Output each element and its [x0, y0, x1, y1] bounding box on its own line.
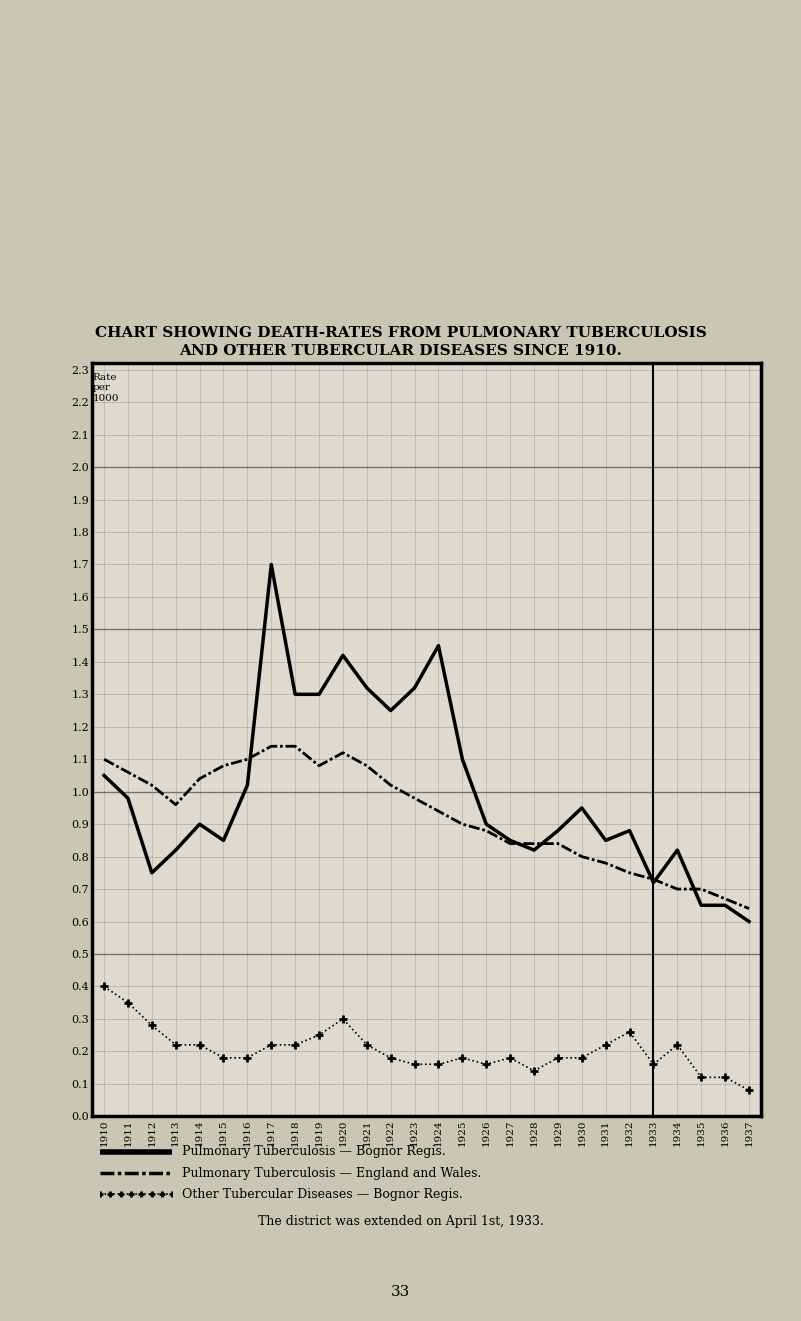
Text: The district was extended on April 1st, 1933.: The district was extended on April 1st, …: [258, 1215, 543, 1229]
Text: Rate
per
1000: Rate per 1000: [93, 373, 119, 403]
Text: 33: 33: [391, 1285, 410, 1299]
Text: Other Tubercular Diseases — Bognor Regis.: Other Tubercular Diseases — Bognor Regis…: [182, 1188, 462, 1201]
Text: CHART SHOWING DEATH-RATES FROM PULMONARY TUBERCULOSIS: CHART SHOWING DEATH-RATES FROM PULMONARY…: [95, 326, 706, 339]
Text: Pulmonary Tuberculosis — England and Wales.: Pulmonary Tuberculosis — England and Wal…: [182, 1166, 481, 1180]
Text: Pulmonary Tuberculosis — Bognor Regis.: Pulmonary Tuberculosis — Bognor Regis.: [182, 1145, 445, 1159]
Text: AND OTHER TUBERCULAR DISEASES SINCE 1910.: AND OTHER TUBERCULAR DISEASES SINCE 1910…: [179, 345, 622, 358]
